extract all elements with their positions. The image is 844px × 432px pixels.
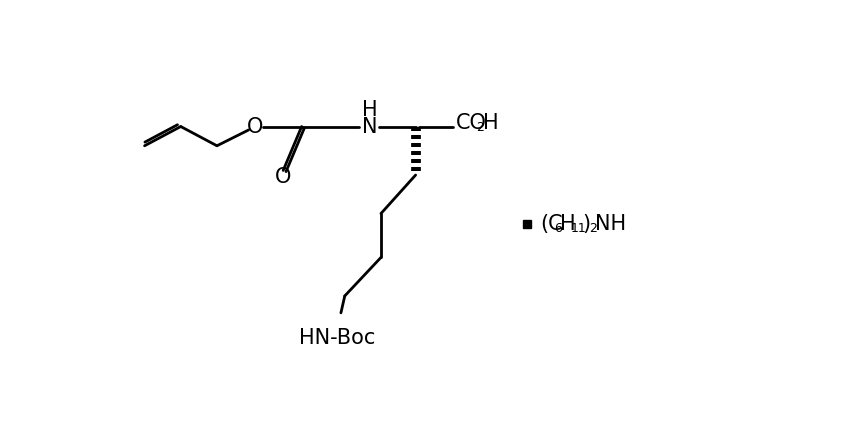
Text: O: O	[275, 167, 291, 187]
Text: H: H	[361, 100, 377, 120]
Text: 6: 6	[555, 222, 562, 235]
Text: 2: 2	[477, 121, 484, 134]
Text: (C: (C	[540, 214, 563, 234]
Text: O: O	[247, 117, 263, 137]
Text: CO: CO	[456, 114, 486, 133]
Text: H: H	[484, 114, 499, 133]
Text: NH: NH	[595, 214, 626, 234]
Text: 2: 2	[589, 222, 597, 235]
Text: HN-Boc: HN-Boc	[299, 328, 376, 348]
Text: ): )	[582, 214, 591, 234]
Text: N: N	[362, 117, 377, 137]
Text: 11: 11	[571, 222, 587, 235]
Text: H: H	[560, 214, 576, 234]
